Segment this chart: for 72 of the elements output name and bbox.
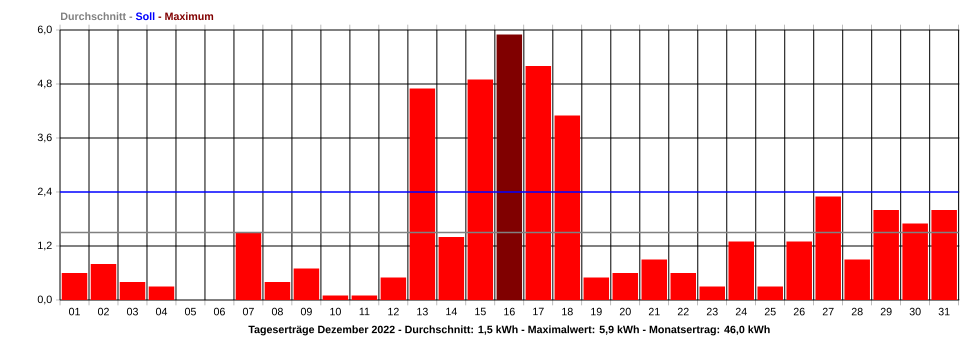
x-tick-label: 26 bbox=[794, 308, 805, 316]
x-tick-label: 05 bbox=[184, 308, 196, 316]
x-tick-label: 22 bbox=[678, 308, 689, 316]
text: - bbox=[129, 16, 132, 18]
x-tick-label: 28 bbox=[852, 308, 863, 316]
bar bbox=[757, 286, 783, 300]
y-tick-label: 3,6 bbox=[38, 134, 52, 142]
x-tick-label: 30 bbox=[910, 308, 921, 316]
bar bbox=[902, 223, 928, 300]
bar bbox=[700, 286, 726, 300]
bar bbox=[380, 277, 406, 300]
y-tick-label: 0,0 bbox=[38, 296, 52, 304]
bar bbox=[438, 236, 464, 300]
bar bbox=[873, 210, 899, 300]
x-tick-label: 02 bbox=[98, 308, 109, 316]
x-tick-label: 16 bbox=[504, 308, 515, 316]
x-tick-label: 20 bbox=[620, 308, 631, 316]
y-tick-label: 6,0 bbox=[38, 26, 52, 34]
bar bbox=[410, 88, 436, 300]
x-tick-label: 01 bbox=[68, 308, 80, 316]
x-tick-label: 12 bbox=[388, 308, 399, 316]
y-tick-label: 4,8 bbox=[38, 80, 52, 88]
x-tick-label: 31 bbox=[938, 308, 950, 316]
bar bbox=[931, 210, 957, 300]
x-tick-label: 15 bbox=[475, 308, 486, 316]
text: - bbox=[158, 16, 162, 18]
bar bbox=[468, 79, 494, 300]
x-tick-label: 17 bbox=[533, 308, 544, 316]
x-tick-label: 06 bbox=[214, 308, 225, 316]
y-tick-label: 1,2 bbox=[38, 242, 52, 250]
bar bbox=[236, 232, 262, 300]
bar bbox=[786, 241, 812, 300]
bar bbox=[642, 259, 668, 300]
ref-line-label: Soll bbox=[136, 12, 154, 20]
bar bbox=[844, 259, 870, 300]
bar bbox=[62, 272, 88, 300]
bar bbox=[352, 295, 378, 300]
x-tick-label: 25 bbox=[764, 308, 776, 316]
x-tick-label: 04 bbox=[156, 308, 168, 316]
bar bbox=[264, 282, 290, 300]
bar bbox=[496, 34, 522, 300]
bar bbox=[612, 272, 638, 300]
x-tick-label: 24 bbox=[736, 308, 747, 316]
y-tick-label: 2,4 bbox=[38, 188, 52, 196]
x-tick-label: 08 bbox=[272, 308, 283, 316]
x-tick-label: 29 bbox=[880, 308, 892, 316]
x-tick-label: 07 bbox=[242, 308, 254, 316]
x-tick-label: 23 bbox=[706, 308, 718, 316]
x-axis-title: Tageserträge Dezember 2022 - Durchschnitt: 1,5 kWh - Maximalwert: 5,9 kWh - Monatsertrag: 46,0 kWh bbox=[248, 325, 770, 336]
bar bbox=[584, 277, 610, 300]
x-tick-label: 19 bbox=[591, 308, 602, 316]
x-tick-label: 11 bbox=[360, 308, 370, 316]
x-tick-label: 18 bbox=[562, 308, 573, 316]
x-tick-label: 14 bbox=[446, 308, 457, 316]
bar bbox=[815, 196, 841, 300]
bar bbox=[120, 282, 146, 300]
bar bbox=[526, 66, 552, 300]
bar bbox=[90, 264, 116, 300]
bar bbox=[294, 268, 320, 300]
bar bbox=[554, 115, 580, 300]
x-tick-label: 03 bbox=[126, 308, 138, 316]
x-tick-label: 27 bbox=[822, 308, 834, 316]
bar bbox=[728, 241, 754, 300]
x-tick-label: 13 bbox=[417, 308, 428, 316]
x-tick-label: 10 bbox=[330, 308, 341, 316]
bar bbox=[148, 286, 174, 300]
bar bbox=[670, 272, 696, 300]
x-tick-label: 09 bbox=[300, 308, 312, 316]
text: Maximum bbox=[165, 12, 214, 20]
bar bbox=[322, 295, 348, 300]
x-tick-label: 21 bbox=[648, 308, 660, 316]
ref-line-label: Durchschnitt bbox=[60, 12, 126, 20]
